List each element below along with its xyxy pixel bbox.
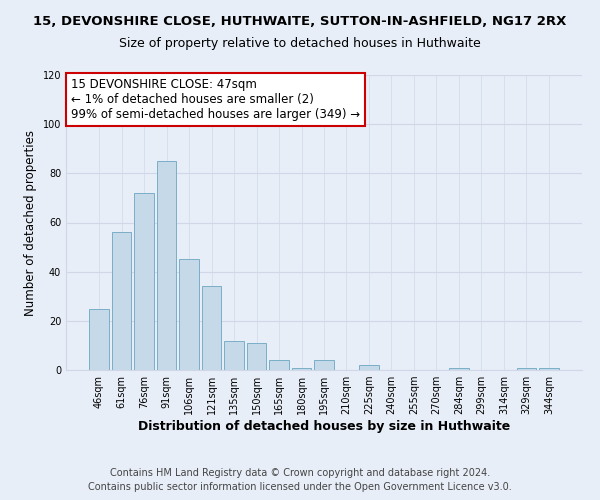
Text: Size of property relative to detached houses in Huthwaite: Size of property relative to detached ho… [119,38,481,51]
Bar [539,368,559,370]
Y-axis label: Number of detached properties: Number of detached properties [24,130,37,316]
Bar [224,340,244,370]
X-axis label: Distribution of detached houses by size in Huthwaite: Distribution of detached houses by size … [138,420,510,433]
Bar [247,343,266,370]
Text: Contains public sector information licensed under the Open Government Licence v3: Contains public sector information licen… [88,482,512,492]
Bar [112,232,131,370]
Bar [449,368,469,370]
Bar [89,308,109,370]
Bar [517,368,536,370]
Bar [292,368,311,370]
Bar [314,360,334,370]
Bar [359,365,379,370]
Bar [202,286,221,370]
Bar [134,193,154,370]
Text: 15, DEVONSHIRE CLOSE, HUTHWAITE, SUTTON-IN-ASHFIELD, NG17 2RX: 15, DEVONSHIRE CLOSE, HUTHWAITE, SUTTON-… [34,15,566,28]
Bar [179,260,199,370]
Text: 15 DEVONSHIRE CLOSE: 47sqm
← 1% of detached houses are smaller (2)
99% of semi-d: 15 DEVONSHIRE CLOSE: 47sqm ← 1% of detac… [71,78,360,121]
Text: Contains HM Land Registry data © Crown copyright and database right 2024.: Contains HM Land Registry data © Crown c… [110,468,490,477]
Bar [157,161,176,370]
Bar [269,360,289,370]
